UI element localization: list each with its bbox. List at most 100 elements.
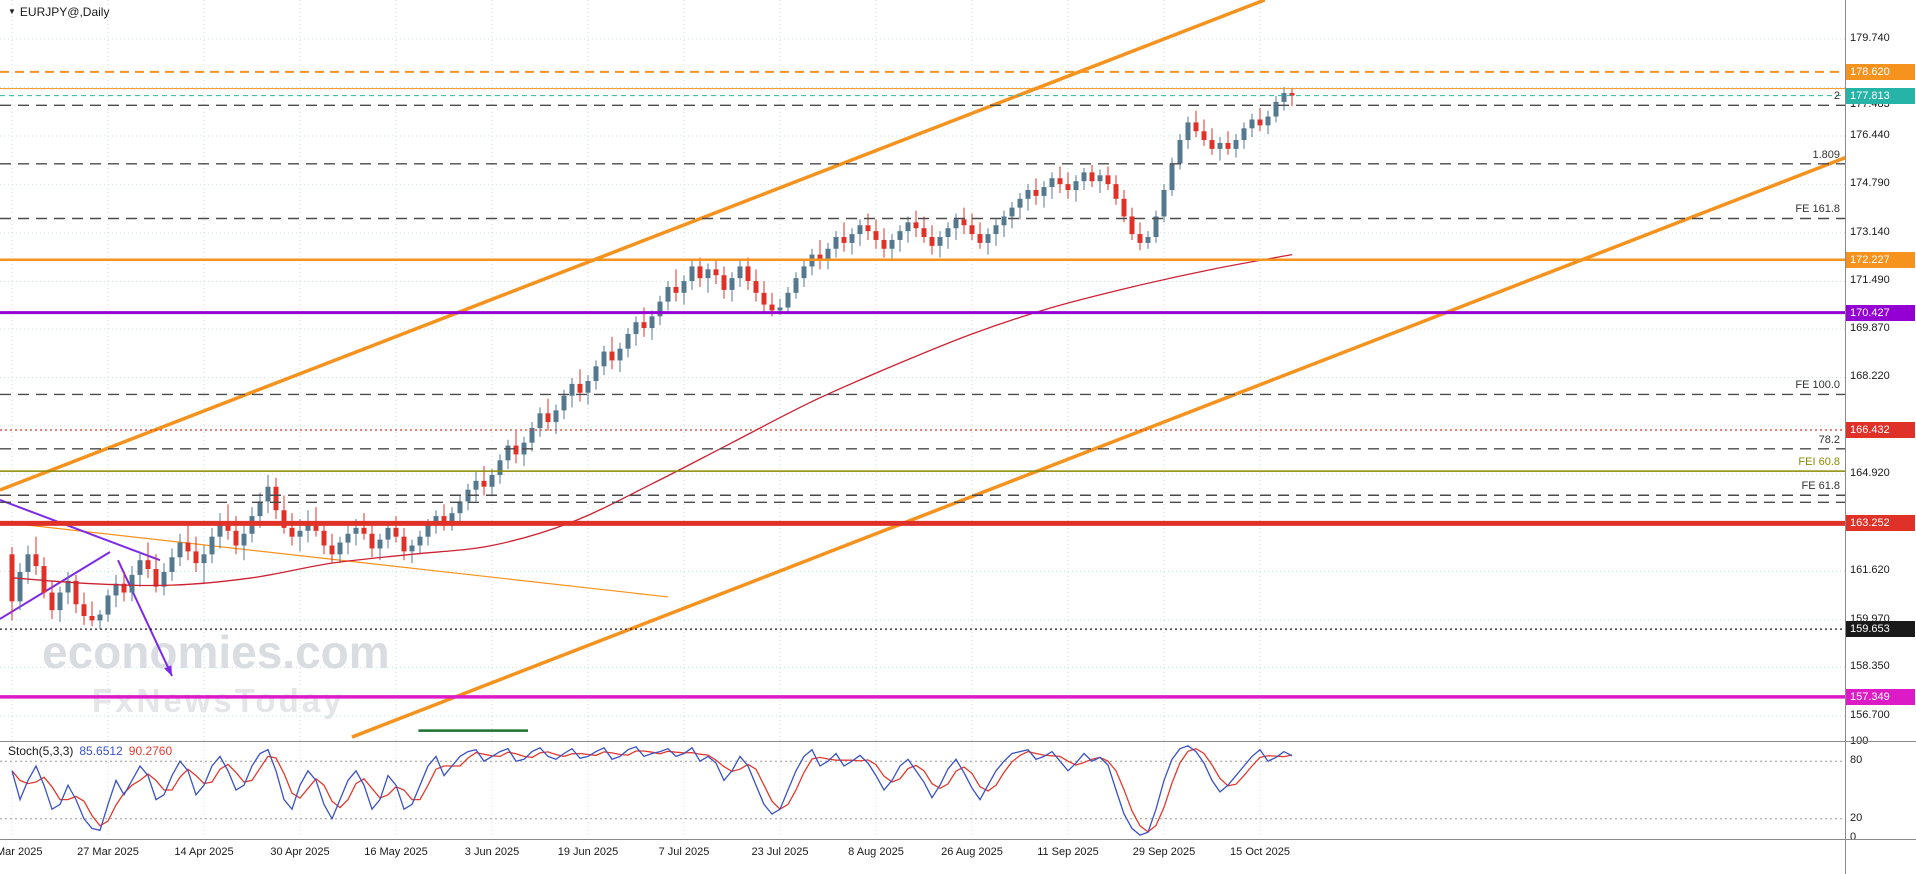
candle [761,292,767,305]
candle [313,521,319,531]
candle [1273,101,1279,117]
candle [1177,140,1183,164]
candle [857,225,863,235]
trendlines-layer[interactable] [0,0,1845,739]
candle [353,527,359,534]
stoch-axis-label: 0 [1850,831,1857,843]
candle [129,574,135,593]
candle [1145,237,1151,243]
candle [1233,140,1239,149]
price-axis-label: 174.790 [1850,177,1890,190]
candle [729,278,735,290]
stoch-axis-label: 80 [1850,754,1863,767]
candle [1249,119,1255,129]
candle [817,254,823,261]
candle [337,542,343,555]
candle [689,266,695,282]
candle [705,269,711,279]
candle [161,571,167,587]
candle [209,536,215,555]
breakdown-arrow [117,559,173,677]
price-badge: 170.427 [1846,304,1915,321]
pane-separator[interactable] [0,741,1916,742]
candle [953,219,959,229]
candle [601,351,607,367]
candle [849,234,855,243]
candle [585,380,591,393]
candle [737,266,743,279]
candle [777,307,783,311]
date-label: 15 Oct 2025 [1230,846,1290,858]
candle [1209,140,1215,149]
candle [385,527,391,540]
candle [1001,216,1007,226]
candle [945,228,951,238]
price-badge: 178.620 [1846,63,1915,80]
symbol-label-text: EURJPY@,Daily [19,5,110,19]
candle [1049,178,1055,188]
price-axis-label: 176.440 [1850,128,1890,141]
price-badge: 159.653 [1846,621,1915,638]
candle [625,333,631,349]
channel-lower [351,155,1845,739]
candle [529,427,535,443]
symbol-timeframe-label[interactable]: ▼ EURJPY@,Daily [8,5,109,19]
level-lines-layer[interactable] [0,70,1845,699]
candle [1289,93,1295,96]
wedge-lower [0,551,111,620]
candle [1065,184,1071,191]
price-badge: 163.252 [1846,515,1915,532]
candle [1161,190,1167,217]
candle [81,604,87,617]
candle [369,533,375,549]
candle [785,292,791,308]
candle [801,266,807,279]
date-axis-separator[interactable] [0,839,1916,840]
candle [505,445,511,461]
date-label: 8 Aug 2025 [848,846,904,858]
symbol-dropdown-icon[interactable]: ▼ [8,7,16,16]
date-label: 23 Jul 2025 [751,846,809,858]
candle [225,524,231,531]
candle [537,413,543,428]
candle [289,527,295,537]
date-label: 14 Apr 2025 [174,846,234,858]
price-axis-label: 161.620 [1850,564,1890,577]
candle [409,545,415,552]
date-label: 26 Aug 2025 [941,846,1003,858]
candle [297,530,303,537]
price-chart-canvas[interactable]: economies.com FxNewsToday [0,0,1845,741]
candle [425,524,431,537]
candle [985,234,991,243]
candle [481,480,487,487]
price-badge: 157.349 [1846,688,1915,705]
candle [1217,142,1223,149]
date-label: 7 Jul 2025 [658,846,710,858]
date-label: 16 May 2025 [364,846,428,858]
stoch-grid-layer [0,742,1845,838]
candle [377,539,383,549]
candle [1017,198,1023,208]
candle [49,592,55,611]
candle [441,516,447,522]
candle [865,225,871,232]
candle [841,237,847,243]
candle [169,557,175,572]
candle [553,410,559,423]
candle [825,248,831,261]
candle [577,383,583,393]
candle [89,616,95,621]
candle [721,275,727,290]
candle [1081,172,1087,182]
candles-layer[interactable] [9,87,1295,630]
candle [113,583,119,596]
candle [905,222,911,232]
candle [361,527,367,534]
candle [569,383,575,396]
stochastic-canvas[interactable] [0,742,1845,838]
candle [1009,207,1015,217]
